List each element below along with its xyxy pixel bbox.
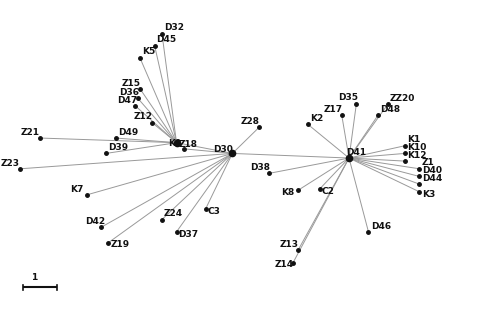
Text: K8: K8 xyxy=(282,188,294,197)
Text: D47: D47 xyxy=(116,95,137,105)
Text: C3: C3 xyxy=(208,207,220,216)
Text: K9: K9 xyxy=(168,139,181,148)
Text: D39: D39 xyxy=(108,143,128,152)
Text: Z15: Z15 xyxy=(122,79,141,88)
Text: K3: K3 xyxy=(422,190,435,199)
Text: D49: D49 xyxy=(118,128,138,137)
Text: D46: D46 xyxy=(371,222,391,231)
Text: D36: D36 xyxy=(119,88,139,97)
Text: Z24: Z24 xyxy=(164,209,183,218)
Text: Z12: Z12 xyxy=(134,112,153,121)
Text: Z13: Z13 xyxy=(280,240,298,249)
Text: D37: D37 xyxy=(178,230,199,239)
Text: K5: K5 xyxy=(142,47,156,56)
Text: K10: K10 xyxy=(408,143,426,152)
Text: Z19: Z19 xyxy=(110,240,130,249)
Text: Z21: Z21 xyxy=(21,128,40,137)
Text: D40: D40 xyxy=(422,166,442,175)
Text: D41: D41 xyxy=(346,148,366,157)
Text: C2: C2 xyxy=(322,187,334,196)
Text: K7: K7 xyxy=(70,185,84,194)
Text: Z23: Z23 xyxy=(0,159,20,167)
Text: K2: K2 xyxy=(310,114,323,123)
Text: D35: D35 xyxy=(338,93,358,102)
Text: ZZ20: ZZ20 xyxy=(390,94,415,103)
Text: D44: D44 xyxy=(422,174,442,183)
Text: Z14: Z14 xyxy=(274,260,294,269)
Text: D45: D45 xyxy=(156,35,176,44)
Text: D38: D38 xyxy=(250,163,270,172)
Text: D32: D32 xyxy=(164,23,184,32)
Text: Z18: Z18 xyxy=(179,141,198,149)
Text: D48: D48 xyxy=(380,105,400,114)
Text: Z28: Z28 xyxy=(240,117,260,126)
Text: K12: K12 xyxy=(408,151,427,160)
Text: Z17: Z17 xyxy=(324,105,342,114)
Text: D30: D30 xyxy=(213,145,233,154)
Text: Z1: Z1 xyxy=(422,158,434,167)
Text: 1: 1 xyxy=(32,273,38,282)
Text: K1: K1 xyxy=(408,135,420,144)
Text: D42: D42 xyxy=(84,217,105,226)
